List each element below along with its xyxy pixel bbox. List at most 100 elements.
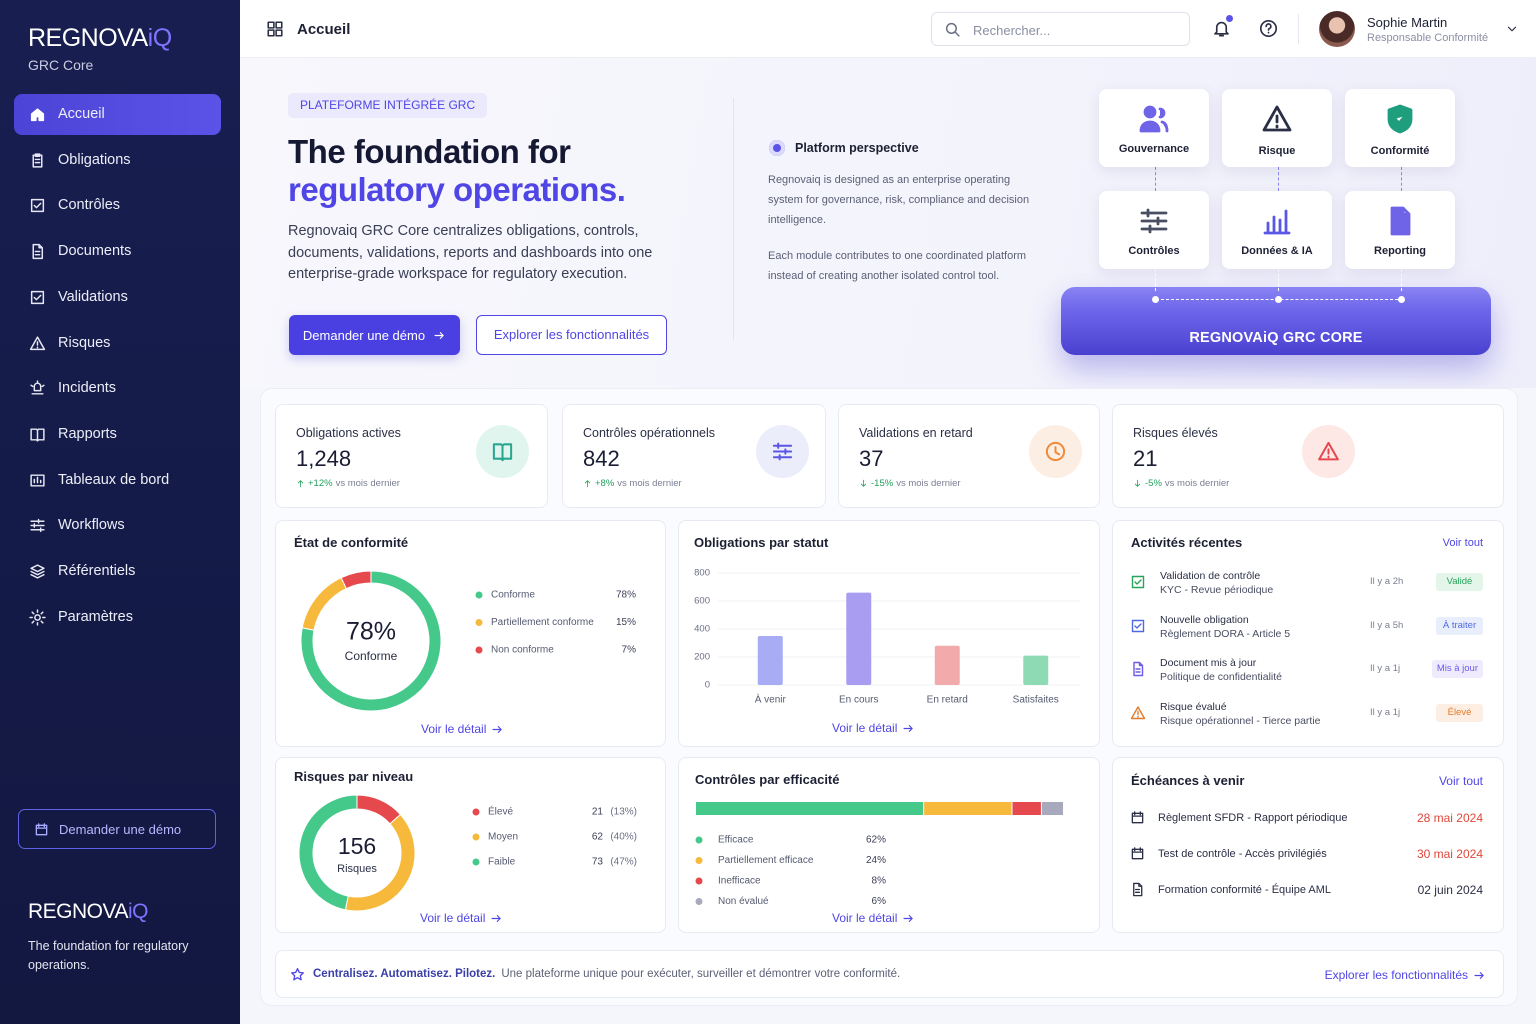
banner-body: Une plateforme unique pour exécuter, sur… [501, 968, 901, 980]
user-role: Responsable Conformité [1367, 32, 1489, 44]
activity-time: Il y a 5h [1370, 619, 1404, 631]
product-name: GRC Core [28, 57, 94, 73]
nav-icon [30, 428, 45, 442]
kpi-value: 37 [859, 446, 884, 471]
deadline-title: Formation conformité - Équipe AML [1158, 884, 1332, 896]
cta-label: Demander une démo [59, 822, 182, 837]
link-arrow [903, 914, 914, 922]
chevron [1507, 26, 1517, 32]
nav-icon [30, 474, 45, 487]
nav-label: Paramètres [58, 608, 133, 625]
card-title: Contrôles par efficacité [695, 772, 840, 787]
link[interactable]: Voir le détail [420, 910, 503, 926]
card [1112, 757, 1504, 933]
nav-item[interactable]: Workflows [14, 505, 221, 546]
module-tile[interactable]: Reporting [1345, 191, 1455, 269]
primary-button[interactable]: Demander une démo [289, 315, 460, 355]
sidebar: REGNOVAiQ GRC Core Accueil Obligations Contr… [0, 0, 240, 1024]
module-tile[interactable]: Risque [1222, 89, 1332, 167]
search-placeholder: Rechercher... [973, 23, 1051, 38]
kpi-trend-note: vs mois dernier [1164, 478, 1230, 489]
activity-title: Document mis à jour [1160, 657, 1257, 670]
deadline-date: 30 mai 2024 [1416, 847, 1483, 861]
nav-icon [30, 199, 45, 213]
nav-item[interactable]: Tableaux de bord [14, 460, 221, 501]
nav-item[interactable]: Risques [14, 323, 221, 364]
nav-label: Rapports [58, 425, 117, 442]
nav-icon [30, 290, 45, 304]
sidebar-cta[interactable]: Demander une démo [18, 809, 216, 849]
brand-accent: iQ [147, 24, 173, 52]
search-box[interactable]: Rechercher... [931, 12, 1190, 46]
activity-title: Nouvelle obligation [1160, 613, 1249, 626]
kpi-trend: +8% vs mois dernier [583, 478, 682, 489]
link[interactable]: Voir le détail [832, 910, 915, 926]
brand: REGNOVAiQ [28, 900, 148, 924]
module-icon [1262, 105, 1292, 132]
connector [1278, 269, 1279, 291]
nav-label: Tableaux de bord [58, 471, 170, 488]
nav-item[interactable]: Paramètres [14, 597, 221, 638]
nav-icon [30, 564, 45, 579]
kpi-trend-value: -5% [1145, 478, 1162, 489]
button-label: Demander une démo [302, 327, 426, 343]
module-label: Reporting [1374, 245, 1426, 257]
kpi-trend-value: +12% [308, 478, 333, 489]
module-tile[interactable]: Gouvernance [1099, 89, 1209, 167]
activity-time: Il y a 1j [1370, 663, 1401, 675]
activity-icon [1133, 662, 1144, 677]
nav-item[interactable]: Référentiels [14, 551, 221, 592]
kpi-glyph [1045, 441, 1066, 462]
link[interactable]: Voir le détail [832, 720, 915, 736]
nav-item[interactable]: Rapports [14, 414, 221, 455]
link[interactable]: Explorer les fonctionnalités [1325, 967, 1486, 983]
connector [1278, 167, 1279, 191]
kpi-trend: -15% vs mois dernier [859, 478, 961, 489]
nav-item[interactable]: Obligations [14, 140, 221, 181]
avatar [1319, 11, 1355, 47]
kpi-glyph [772, 442, 793, 461]
see-all-link[interactable]: Voir tout [1442, 537, 1483, 549]
module-icon [1140, 208, 1168, 234]
hero-divider [733, 98, 734, 340]
nav-label: Accueil [58, 106, 105, 122]
module-label: Conformité [1370, 145, 1430, 157]
banner-text: Centralisez. Automatisez. Pilotez. Une pl… [313, 968, 900, 980]
nav-label: Contrôles [58, 197, 121, 214]
kpi-value: 1,248 [296, 446, 352, 471]
nav-icon [30, 380, 45, 395]
module-tile[interactable]: Contrôles [1099, 191, 1209, 269]
secondary-button[interactable]: Explorer les fonctionnalités [476, 315, 667, 355]
brand: REGNOVAiQ [28, 24, 172, 53]
nav-item[interactable]: Validations [14, 277, 221, 318]
nav-item[interactable]: Documents [14, 231, 221, 272]
status-badge: À traiter [1436, 616, 1483, 635]
module-tile[interactable]: Données & IA [1222, 191, 1332, 269]
see-all-link[interactable]: Voir tout [1438, 774, 1483, 788]
banner-star [291, 968, 304, 981]
link[interactable]: Voir le détail [421, 721, 504, 737]
nav-item[interactable]: Accueil [14, 94, 221, 135]
status-badge: Validé [1436, 573, 1483, 591]
nav-icon [29, 335, 46, 350]
card-title: Obligations par statut [694, 535, 829, 550]
topbar: Accueil Rechercher... Sophie Martin Respons… [240, 0, 1536, 58]
perspective-text: Each module contributes to one coordinat… [768, 250, 1027, 282]
card: Obligations actives 1,248 +12% vs mois dern… [275, 404, 548, 508]
nav-item[interactable]: Contrôles [14, 185, 221, 226]
nav-item[interactable]: Incidents [14, 368, 221, 409]
module-icon [1390, 206, 1411, 236]
brand-main: REGNOVA [28, 900, 128, 923]
kpi-trend-note: vs mois dernier [896, 478, 961, 489]
trend-arrow [297, 480, 304, 488]
brand-accent: iQ [127, 900, 149, 923]
nav-label: Risques [58, 334, 111, 351]
nav-icon [32, 153, 43, 168]
deadline-title: Test de contrôle - Accès privilégiés [1158, 848, 1327, 860]
kpi-icon [1029, 425, 1082, 478]
perspective-title: Platform perspective [795, 141, 919, 155]
trend-arrow [1134, 479, 1141, 487]
card-title: Échéances à venir [1131, 773, 1245, 788]
activity-icon [1131, 575, 1145, 589]
module-tile[interactable]: Conformité [1345, 89, 1455, 167]
